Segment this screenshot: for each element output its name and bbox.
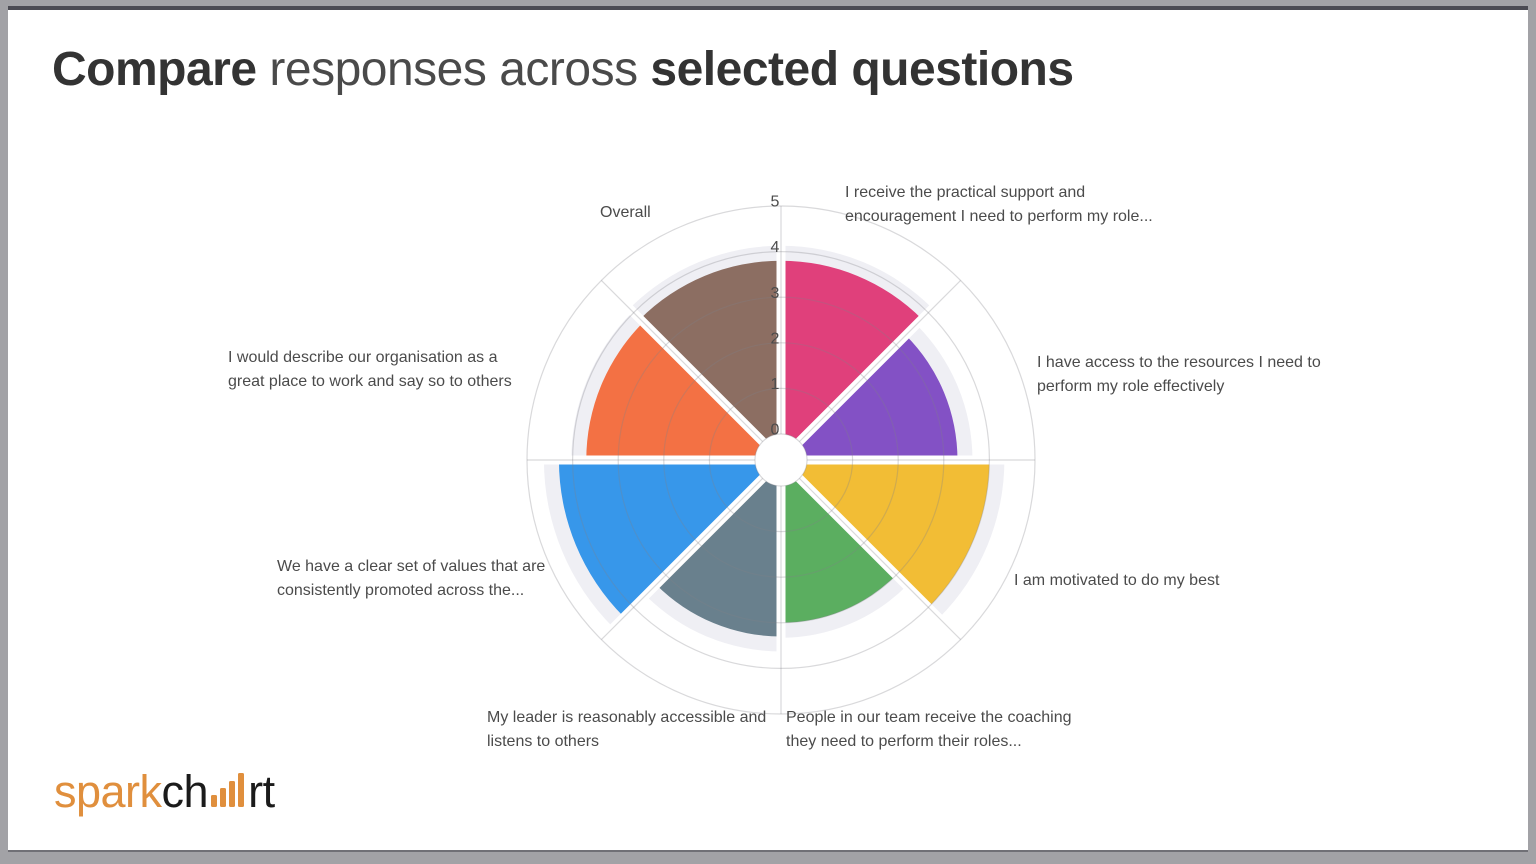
label-line: perform my role effectively — [1037, 378, 1225, 395]
label-line: encouragement I need to perform my role.… — [845, 208, 1153, 225]
grid-ring-0 — [754, 433, 808, 487]
chart-wedge-4[interactable] — [656, 478, 781, 637]
sector-gap — [787, 466, 986, 665]
bar-chart-icon — [211, 773, 245, 807]
logo-rt-text: rt — [248, 766, 275, 817]
label-line: they need to perform their roles... — [786, 733, 1022, 750]
category-label-leader-accessible: My leader is reasonably accessible and l… — [487, 706, 766, 754]
center-hole — [756, 435, 806, 485]
category-label-overall: Overall — [600, 201, 651, 225]
chart-wedge-3[interactable] — [781, 478, 897, 623]
label-line: People in our team receive the coaching — [786, 709, 1072, 726]
grid-ring-5 — [526, 205, 1036, 715]
label-line: I have access to the resources I need to — [1037, 354, 1321, 371]
chart-wedge-6[interactable] — [586, 322, 763, 460]
sector-gap — [787, 255, 986, 454]
label-line: listens to others — [487, 733, 600, 750]
sector-gap — [576, 466, 775, 665]
category-label-resources: I have access to the resources I need to… — [1037, 351, 1321, 399]
label-line: consistently promoted across the... — [277, 582, 525, 599]
page-title: Compare responses across selected questi… — [52, 42, 1074, 97]
logo-spark-text: spark — [54, 766, 162, 817]
label-line: Overall — [600, 204, 651, 221]
grid-radial-line — [600, 279, 764, 443]
chart-wedge-7[interactable] — [640, 260, 781, 442]
chart-wedge-2[interactable] — [799, 460, 990, 608]
label-line: My leader is reasonably accessible and — [487, 709, 767, 726]
chart-wedge-0[interactable] — [781, 260, 922, 442]
grid-radial-line — [798, 279, 962, 443]
grid-ring-1 — [708, 387, 854, 533]
sparkchart-logo: spark ch rt — [54, 766, 275, 818]
category-label-coaching: People in our team receive the coaching … — [786, 706, 1072, 754]
label-line: I would describe our organisation as a — [228, 349, 498, 366]
grid-ring-3 — [617, 296, 945, 624]
logo-ch-text: ch — [161, 766, 209, 817]
category-label-motivated: I am motivated to do my best — [1014, 569, 1219, 593]
title-part-middle: responses across — [256, 43, 651, 96]
label-line: great place to work and say so to others — [228, 373, 512, 390]
label-line: I receive the practical support and — [845, 184, 1086, 201]
category-label-great-place: I would describe our organisation as a g… — [228, 346, 512, 394]
label-line: I am motivated to do my best — [1014, 572, 1220, 589]
category-label-practical-support: I receive the practical support and enco… — [845, 181, 1153, 229]
chart-wedge-1[interactable] — [799, 335, 958, 460]
axis-tick-label-5: 5 — [771, 194, 780, 211]
axis-tick-label-3: 3 — [771, 285, 780, 302]
chart-wedge-5[interactable] — [558, 460, 763, 618]
grid-radial-line — [600, 477, 764, 641]
category-label-clear-values: We have a clear set of values that are c… — [277, 555, 545, 603]
axis-tick-label-2: 2 — [771, 330, 780, 347]
grid-ring-4 — [571, 251, 990, 669]
axis-tick-label-0: 0 — [771, 422, 780, 439]
grid-radial-line — [798, 477, 962, 641]
title-part-compare: Compare — [52, 43, 257, 96]
title-part-selected: selected questions — [650, 43, 1074, 96]
label-line: We have a clear set of values that are — [277, 558, 546, 575]
axis-tick-label-1: 1 — [771, 376, 780, 393]
axis-tick-label-4: 4 — [771, 239, 780, 256]
grid-ring-2 — [663, 342, 899, 578]
sector-gap — [576, 255, 775, 454]
